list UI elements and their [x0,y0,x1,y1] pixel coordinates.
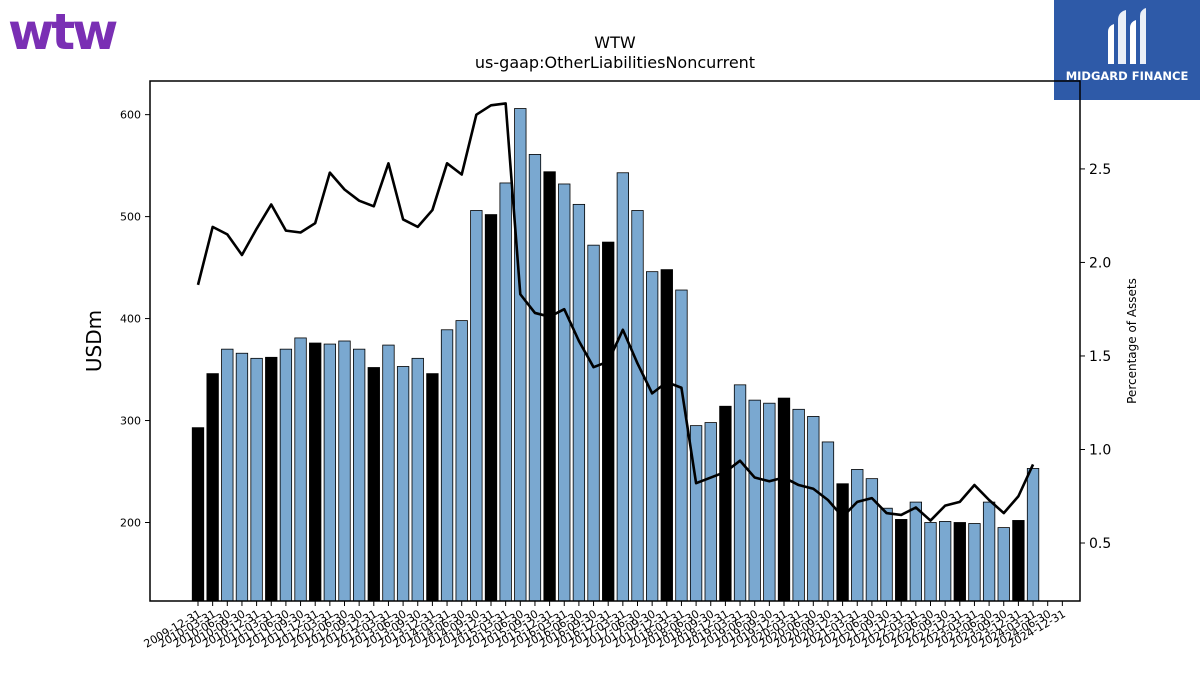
bar [367,367,380,602]
bar [411,357,424,602]
bar [265,356,278,602]
y-tick-label: 400 [120,313,141,326]
bar [587,244,600,602]
bar [748,399,761,602]
bar [470,210,483,602]
plot-frame [149,80,1081,602]
bar [792,408,805,602]
chart-subtitle: us-gaap:OtherLiabilitiesNoncurrent [475,53,755,72]
bar [895,519,908,602]
chart-title: WTW [594,33,636,52]
bar [484,214,498,602]
bar [1012,520,1025,602]
y-axis-label: USDm [82,310,106,372]
bar [514,108,527,602]
bar [763,402,776,602]
y-axis-right: 0.5 1.0 1.5 2.0 2.5 [1080,162,1111,552]
y2-axis-label: Percentage of Assets [1125,278,1139,404]
bar [777,397,791,602]
bar [309,342,322,602]
bar [396,366,410,602]
bar [675,289,688,602]
bar [733,384,747,602]
wtw-logo: wtw [8,3,118,61]
bar [939,521,952,602]
bar [235,352,249,602]
bar [660,269,673,602]
bar [719,405,732,602]
y-tick-label: 600 [120,109,141,122]
y2-tick-label: 1.5 [1089,349,1111,365]
bar [382,344,395,602]
ratio-line [196,102,1035,522]
bar [206,373,219,602]
bar [631,210,644,602]
bar [821,441,835,602]
y2-tick-label: 2.5 [1089,162,1111,178]
bar [455,320,468,602]
bar [953,522,966,602]
y2-tick-label: 0.5 [1089,536,1111,552]
bar [294,337,307,602]
bar [191,427,205,602]
bar [909,501,922,602]
bar [880,507,893,602]
y-tick-label: 500 [120,211,141,224]
bar [836,483,849,602]
bar [352,348,366,602]
y-tick-label: 200 [120,516,141,529]
bar [704,422,717,602]
y-axis-left: 200 300 400 500 600 [120,109,150,529]
x-axis: 2009-12-312010-03-312010-06-302010-09-30… [142,601,1068,651]
bar [807,416,820,602]
midgard-finance-wordmark: MIDGARD FINANCE [1065,69,1189,83]
bar [426,373,439,602]
bar [616,172,629,602]
bar [558,183,571,602]
bar [250,357,263,602]
bar [997,527,1010,602]
midgard-finance-logo: MIDGARD FINANCE [1054,0,1200,100]
bar [982,501,996,602]
bar [528,154,542,602]
bar [338,340,351,602]
bar [543,171,556,602]
bar [499,182,512,602]
bar [440,329,454,602]
midgard-mark-icon [1108,8,1146,64]
bar [646,271,659,602]
bar [572,203,586,602]
bar [279,348,293,602]
y2-tick-label: 1.0 [1089,442,1111,458]
bar-series [191,108,1040,602]
bar [968,523,981,602]
y-tick-label: 300 [120,415,141,428]
bar [221,348,234,602]
y2-tick-label: 2.0 [1089,255,1111,271]
bar [602,241,615,602]
bar [851,469,864,602]
bar [323,343,337,602]
bar [924,522,937,602]
bar [1026,468,1040,602]
